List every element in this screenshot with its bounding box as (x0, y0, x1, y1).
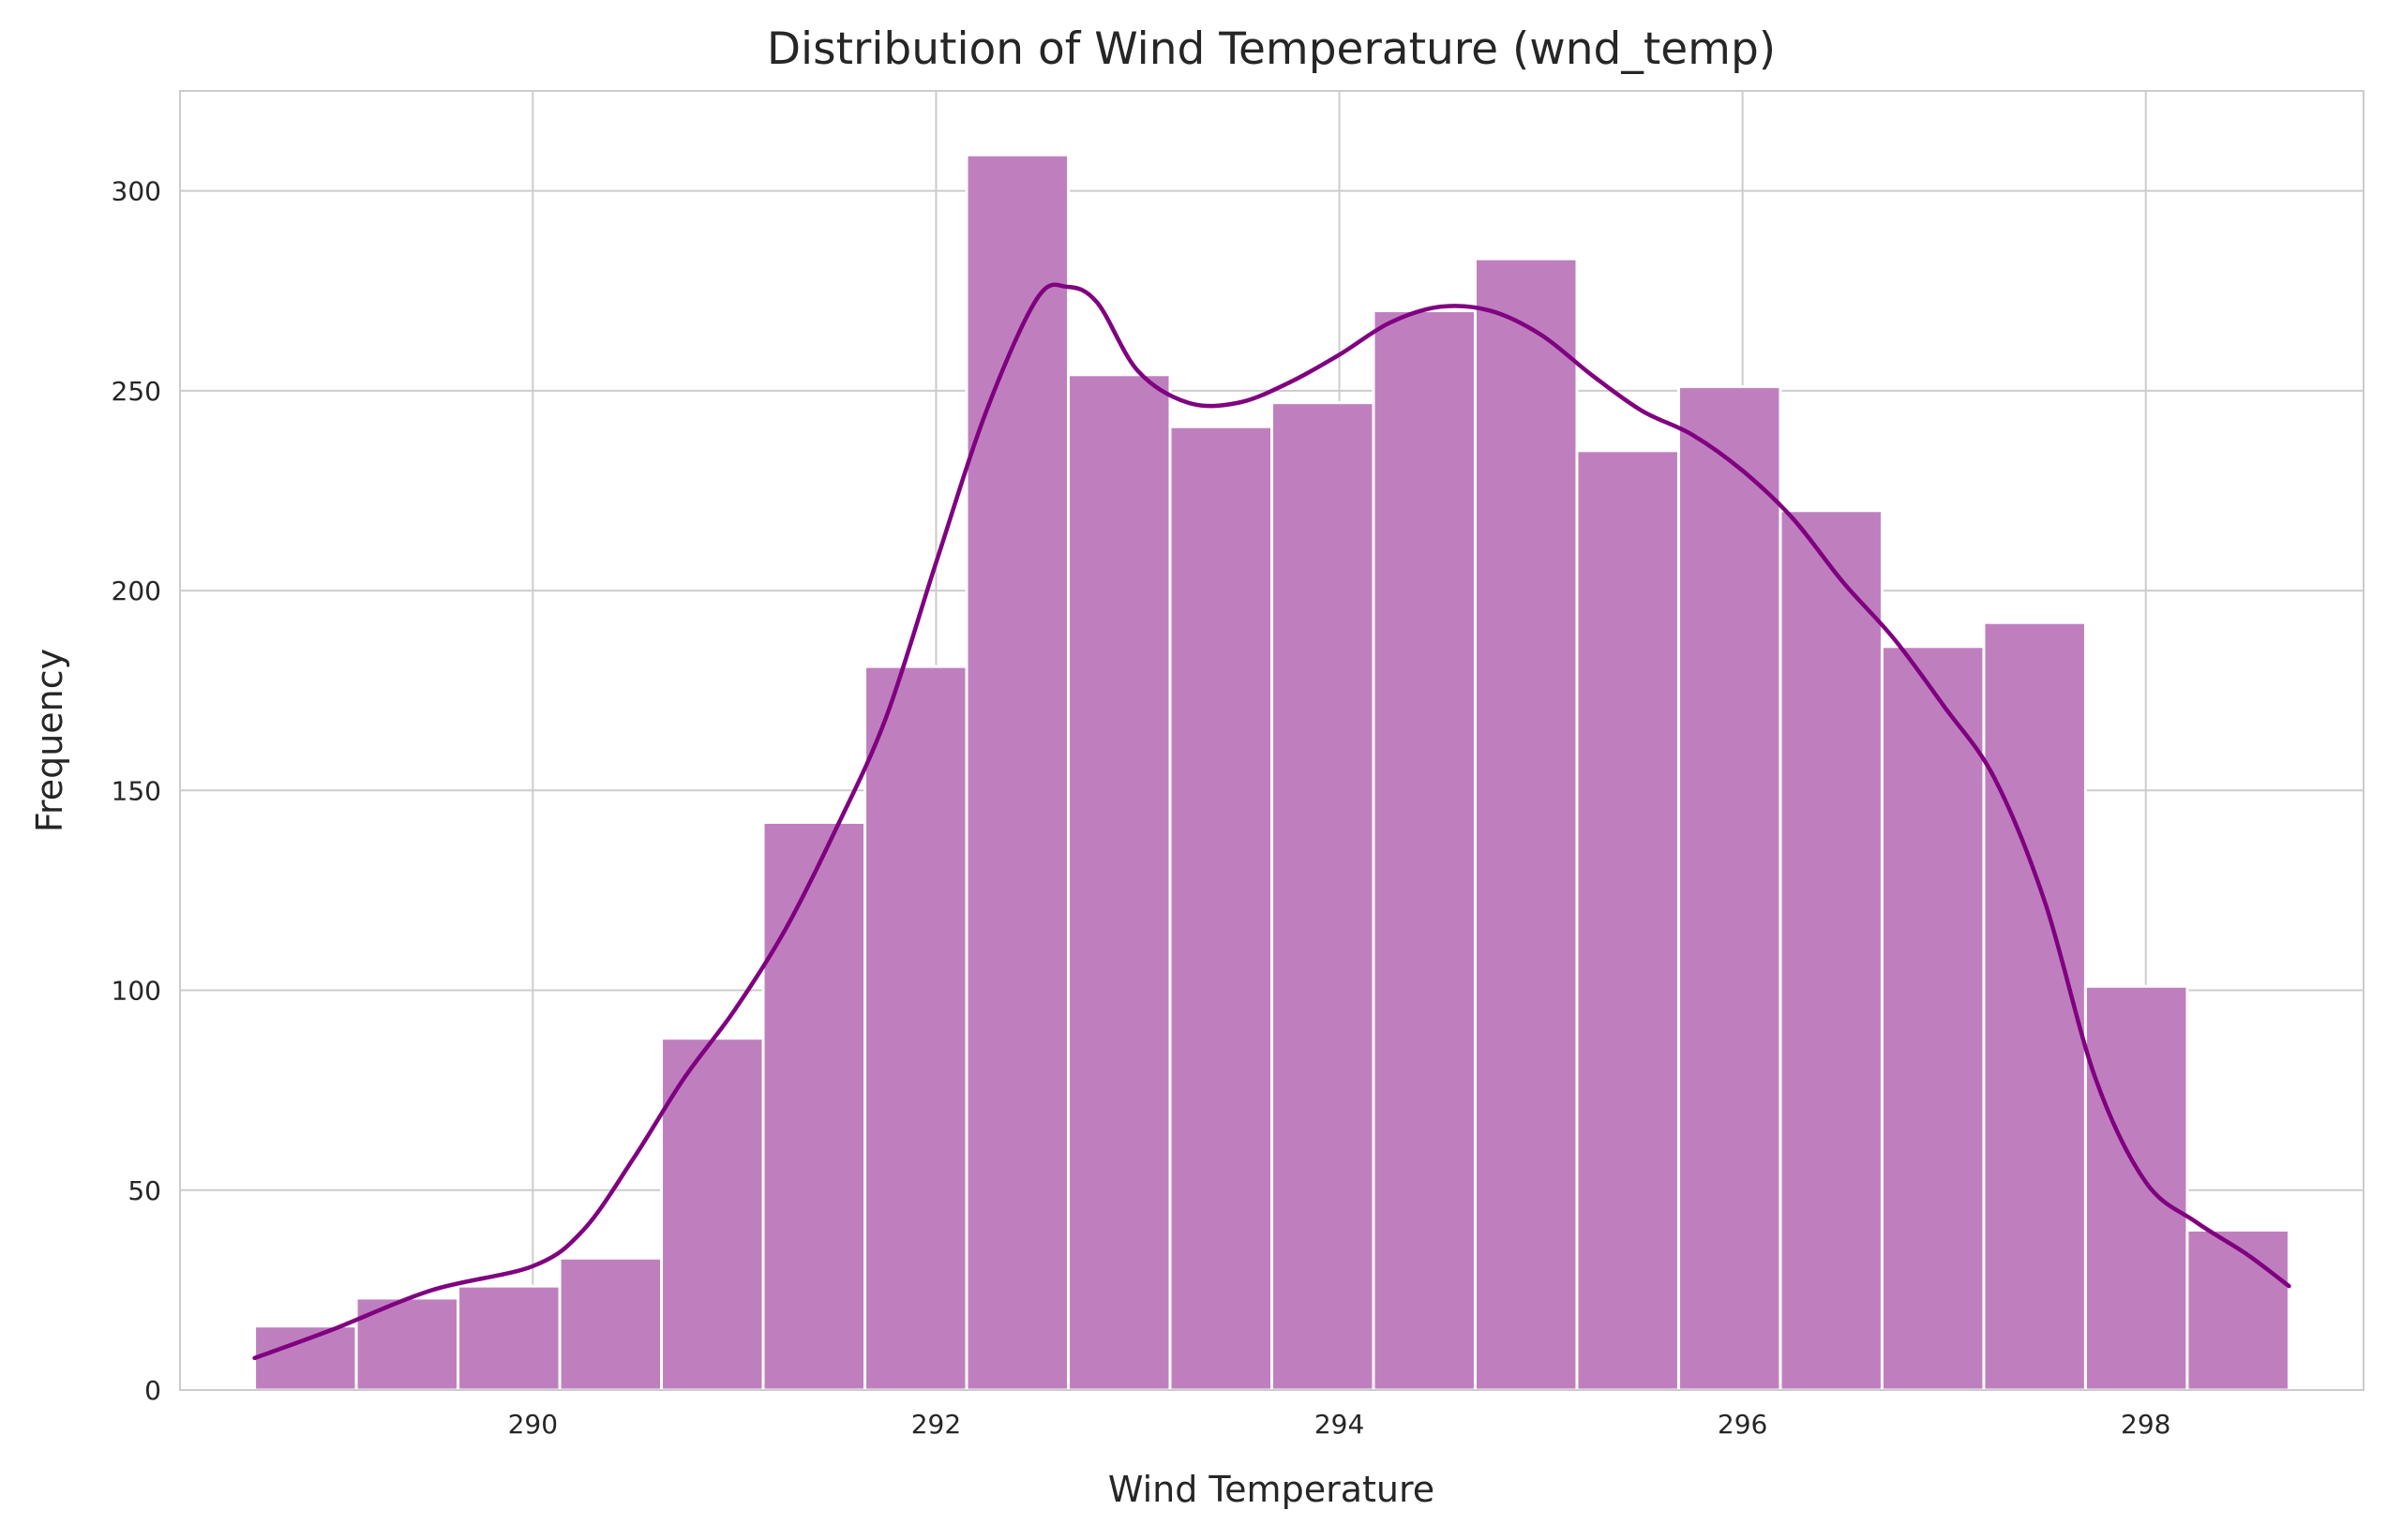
histogram-bar (1676, 385, 1782, 1392)
y-tick-label: 250 (112, 376, 161, 407)
y-axis-label: Frequency (29, 649, 70, 832)
y-tick-label: 100 (112, 976, 161, 1007)
y-tick-labels: 0 50 100 150 200 250 300 (112, 176, 161, 1406)
histogram-bar (1168, 425, 1273, 1392)
histogram-bar (253, 1324, 358, 1392)
x-tick-label: 290 (508, 1409, 558, 1440)
histogram-bar (2083, 984, 2189, 1392)
axes-frame (179, 90, 2364, 1391)
histogram-bar (1575, 449, 1680, 1392)
histogram-bar (863, 665, 968, 1392)
histogram-bars (253, 153, 2290, 1392)
x-tick-label: 298 (2121, 1409, 2170, 1440)
histogram-bar (558, 1256, 664, 1392)
histogram-bar (1779, 509, 1884, 1392)
y-tick-label: 300 (112, 176, 161, 207)
histogram-bar (2185, 1228, 2290, 1392)
y-tick-label: 50 (128, 1175, 161, 1206)
chart-title: Distribution of Wind Temperature (wnd_te… (767, 23, 1776, 75)
y-tick-label: 0 (144, 1375, 161, 1406)
x-tick-label: 296 (1718, 1409, 1767, 1440)
histogram-bar (1880, 645, 1986, 1392)
histogram-bar (1270, 401, 1375, 1392)
kde-line (252, 282, 2291, 1361)
x-tick-labels: 290 292 294 296 298 (508, 1409, 2171, 1440)
histogram-bar (1982, 620, 2087, 1392)
y-tick-label: 150 (112, 775, 161, 806)
histogram-bar (457, 1284, 562, 1392)
x-tick-label: 294 (1314, 1409, 1364, 1440)
histogram-bar (761, 820, 867, 1392)
x-axis-label: Wind Temperature (1108, 1469, 1434, 1510)
histogram-bar (1067, 373, 1172, 1392)
histogram-bar (1372, 309, 1477, 1392)
x-tick-label: 292 (911, 1409, 961, 1440)
histogram-bar (1473, 257, 1579, 1392)
histogram-bar (965, 153, 1071, 1392)
y-tick-label: 200 (112, 576, 161, 606)
